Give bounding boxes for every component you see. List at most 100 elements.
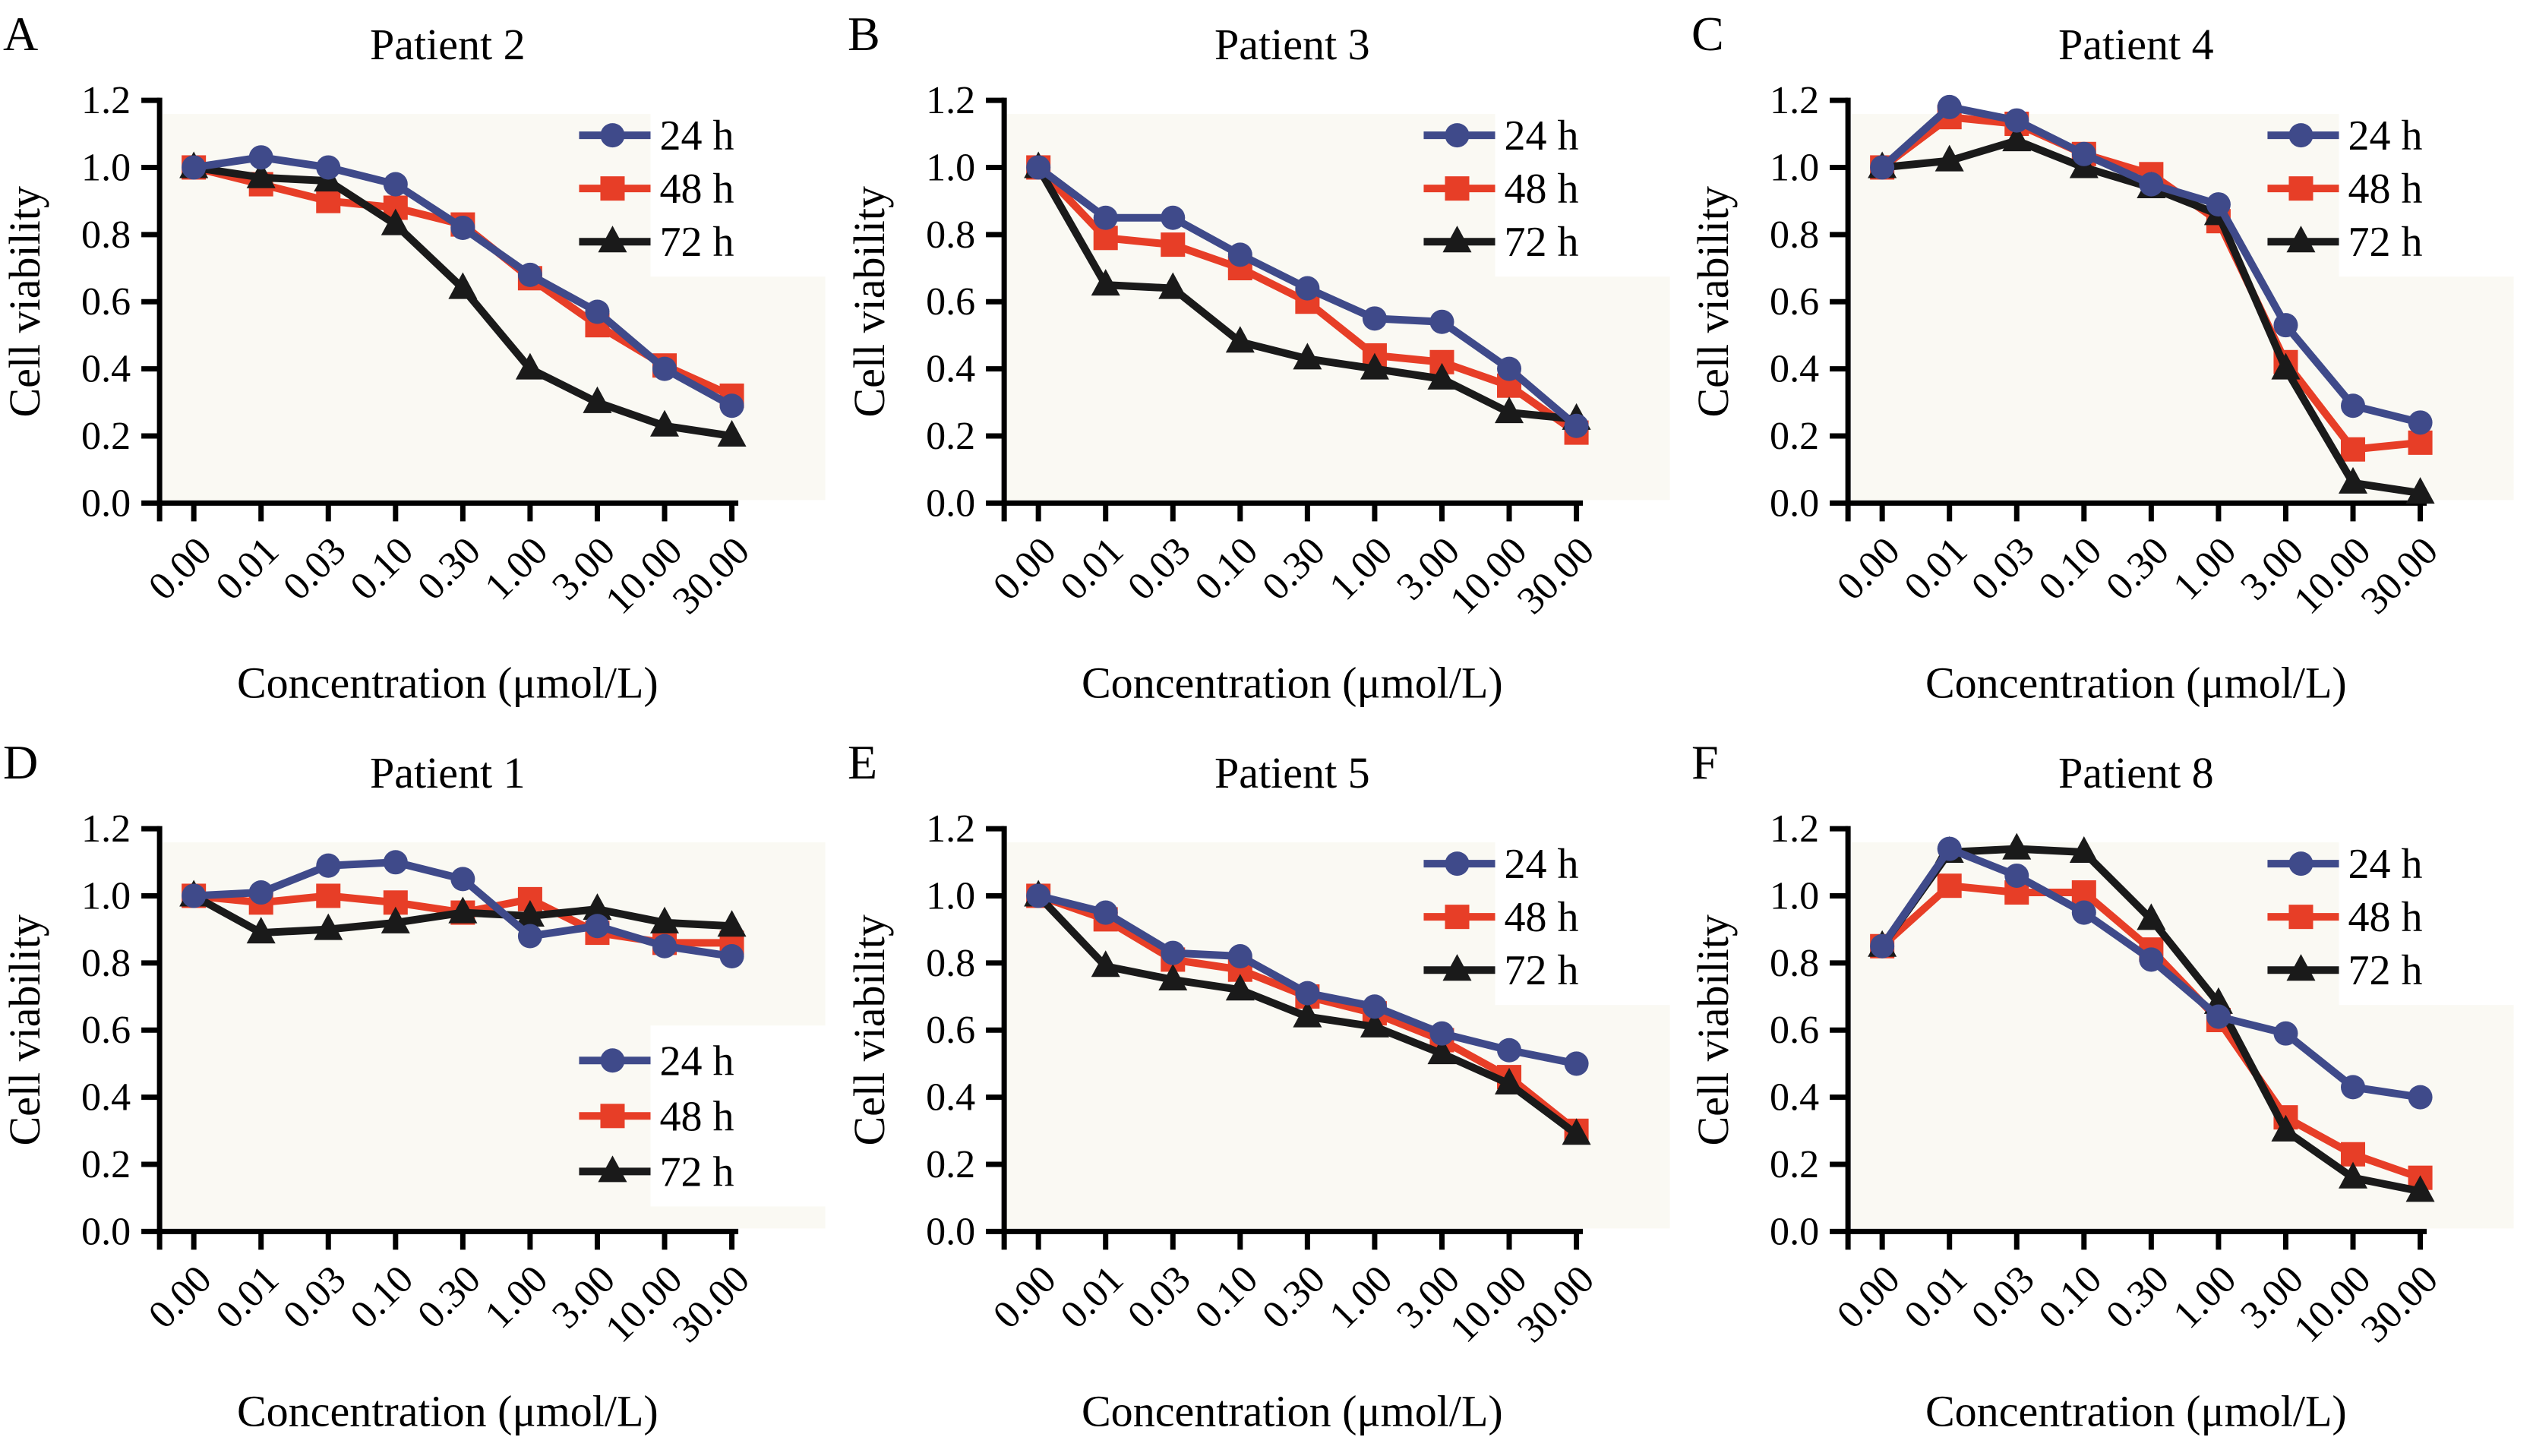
data-point-72h-10.00 <box>650 906 680 933</box>
data-point-24h-0.00 <box>182 883 207 908</box>
legend: 24 h 48 h 72 h <box>2267 112 2423 266</box>
data-point-24h-0.30 <box>1295 981 1320 1006</box>
y-tick-label: 1.0 <box>926 874 975 918</box>
y-tick-label: 0.8 <box>1770 941 1819 984</box>
y-tick-label: 1.0 <box>81 146 131 189</box>
chart-panel-C: C Patient 4 Cell viability Concentration… <box>1688 7 2529 708</box>
y-tick-label: 1.2 <box>926 79 975 122</box>
data-point-24h-3.00 <box>1429 1021 1454 1046</box>
y-tick-label: 1.0 <box>1770 146 1819 189</box>
legend-background <box>2339 100 2529 277</box>
data-point-24h-0.01 <box>248 145 273 170</box>
legend-label-24h: 24 h <box>660 1038 734 1085</box>
legend-label-24h: 24 h <box>660 112 734 159</box>
y-tick-label: 0.8 <box>926 213 975 257</box>
x-tick-label: 0.10 <box>343 529 422 609</box>
x-axis-label: Concentration (μmol/L) <box>1082 1386 1503 1435</box>
data-point-24h-3.00 <box>585 913 610 938</box>
legend-marker-72h <box>2286 226 2316 253</box>
data-point-24h-10.00 <box>1496 1038 1521 1063</box>
legend-marker-48h <box>600 176 625 201</box>
data-point-24h-3.00 <box>1429 309 1454 334</box>
y-ticks: 0.0 0.2 0.4 0.6 0.8 1.0 1.2 <box>926 807 1004 1253</box>
data-point-24h-0.30 <box>2139 947 2164 972</box>
x-tick-label: 30.00 <box>1509 529 1603 623</box>
data-point-48h-0.01 <box>1938 873 1963 898</box>
data-point-24h-30.00 <box>719 393 744 418</box>
data-point-72h-0.01 <box>1935 144 1965 172</box>
legend-label-24h: 24 h <box>2348 841 2423 888</box>
data-point-24h-0.10 <box>1227 943 1252 968</box>
data-point-24h-3.00 <box>2273 1021 2298 1046</box>
x-tick-label: 0.10 <box>343 1257 422 1337</box>
x-axis-label: Concentration (μmol/L) <box>237 1386 659 1435</box>
legend: 24 h 48 h 72 h <box>1423 841 1578 994</box>
y-tick-label: 0.0 <box>1770 1210 1819 1253</box>
panel-letter: E <box>848 735 877 789</box>
data-point-72h-0.03 <box>1158 963 1187 990</box>
y-tick-label: 0.6 <box>81 1009 131 1052</box>
data-point-72h-0.30 <box>448 896 478 924</box>
panel-B: B Patient 3 Cell viability Concentration… <box>845 0 1689 728</box>
y-tick-label: 0.0 <box>1770 482 1819 525</box>
x-tick-label: 0.01 <box>208 529 288 609</box>
data-point-24h-30.00 <box>2408 410 2433 435</box>
chart-panel-F: F Patient 8 Cell viability Concentration… <box>1688 735 2529 1435</box>
series-72h <box>179 151 747 447</box>
plot-area: 0.0 0.2 0.4 0.6 0.8 1.0 1.2 0.000.010.030.100.3… <box>1770 807 2529 1350</box>
x-tick-label: 10.00 <box>597 1257 690 1350</box>
data-point-24h-10.00 <box>2341 393 2366 418</box>
data-point-24h-10.00 <box>652 933 677 959</box>
y-tick-label: 0.0 <box>81 482 131 525</box>
y-tick-label: 0.4 <box>81 348 131 391</box>
data-point-24h-0.10 <box>2072 141 2097 166</box>
x-axis-label: Concentration (μmol/L) <box>1082 659 1503 708</box>
data-point-72h-10.00 <box>650 409 680 437</box>
data-point-72h-1.00 <box>1360 1010 1389 1038</box>
data-point-48h-10.00 <box>2341 437 2366 462</box>
legend-label-48h: 48 h <box>2348 894 2423 941</box>
data-point-72h-1.00 <box>1360 352 1389 380</box>
y-tick-label: 0.2 <box>926 1143 975 1186</box>
x-tick-label: 0.03 <box>1963 529 2043 609</box>
data-point-24h-0.30 <box>450 216 475 241</box>
data-point-24h-30.00 <box>1564 1051 1589 1076</box>
x-tick-label: 0.30 <box>1254 1257 1334 1337</box>
legend-label-72h: 72 h <box>660 219 734 266</box>
data-point-24h-0.03 <box>316 155 341 180</box>
panel-title: Patient 5 <box>1214 748 1370 797</box>
data-point-24h-30.00 <box>2408 1085 2433 1110</box>
data-point-72h-0.10 <box>1225 326 1255 353</box>
legend-marker-72h <box>1442 226 1472 253</box>
y-tick-label: 0.8 <box>81 213 131 257</box>
legend-marker-24h <box>2288 123 2313 148</box>
data-point-72h-3.00 <box>583 386 612 413</box>
x-tick-label: 0.10 <box>2031 529 2111 609</box>
panel-title: Patient 8 <box>2058 748 2214 797</box>
x-tick-label: 0.00 <box>985 1257 1065 1337</box>
x-tick-label: 0.00 <box>141 529 220 609</box>
panel-title: Patient 3 <box>1214 20 1370 69</box>
x-tick-label: 10.00 <box>1442 1257 1535 1350</box>
x-tick-label: 0.03 <box>275 1257 355 1337</box>
y-tick-label: 0.0 <box>926 482 975 525</box>
legend-marker-72h <box>1442 953 1472 981</box>
data-point-24h-0.01 <box>1938 836 1963 861</box>
y-tick-label: 0.6 <box>81 280 131 324</box>
y-ticks: 0.0 0.2 0.4 0.6 0.8 1.0 1.2 <box>1770 79 1849 525</box>
x-tick-label: 30.00 <box>665 529 758 623</box>
data-point-72h-3.00 <box>2271 352 2301 380</box>
y-tick-label: 0.8 <box>81 941 131 984</box>
data-point-24h-0.10 <box>1227 242 1252 267</box>
x-tick-label: 1.00 <box>477 529 557 609</box>
legend-label-48h: 48 h <box>2348 166 2423 213</box>
y-tick-label: 1.0 <box>926 146 975 189</box>
y-ticks: 0.0 0.2 0.4 0.6 0.8 1.0 1.2 <box>81 79 160 525</box>
y-tick-label: 1.2 <box>81 807 131 851</box>
data-point-24h-0.30 <box>450 866 475 891</box>
y-tick-label: 0.2 <box>1770 415 1819 458</box>
y-tick-label: 0.4 <box>81 1075 131 1119</box>
data-point-72h-3.00 <box>1427 1037 1457 1064</box>
